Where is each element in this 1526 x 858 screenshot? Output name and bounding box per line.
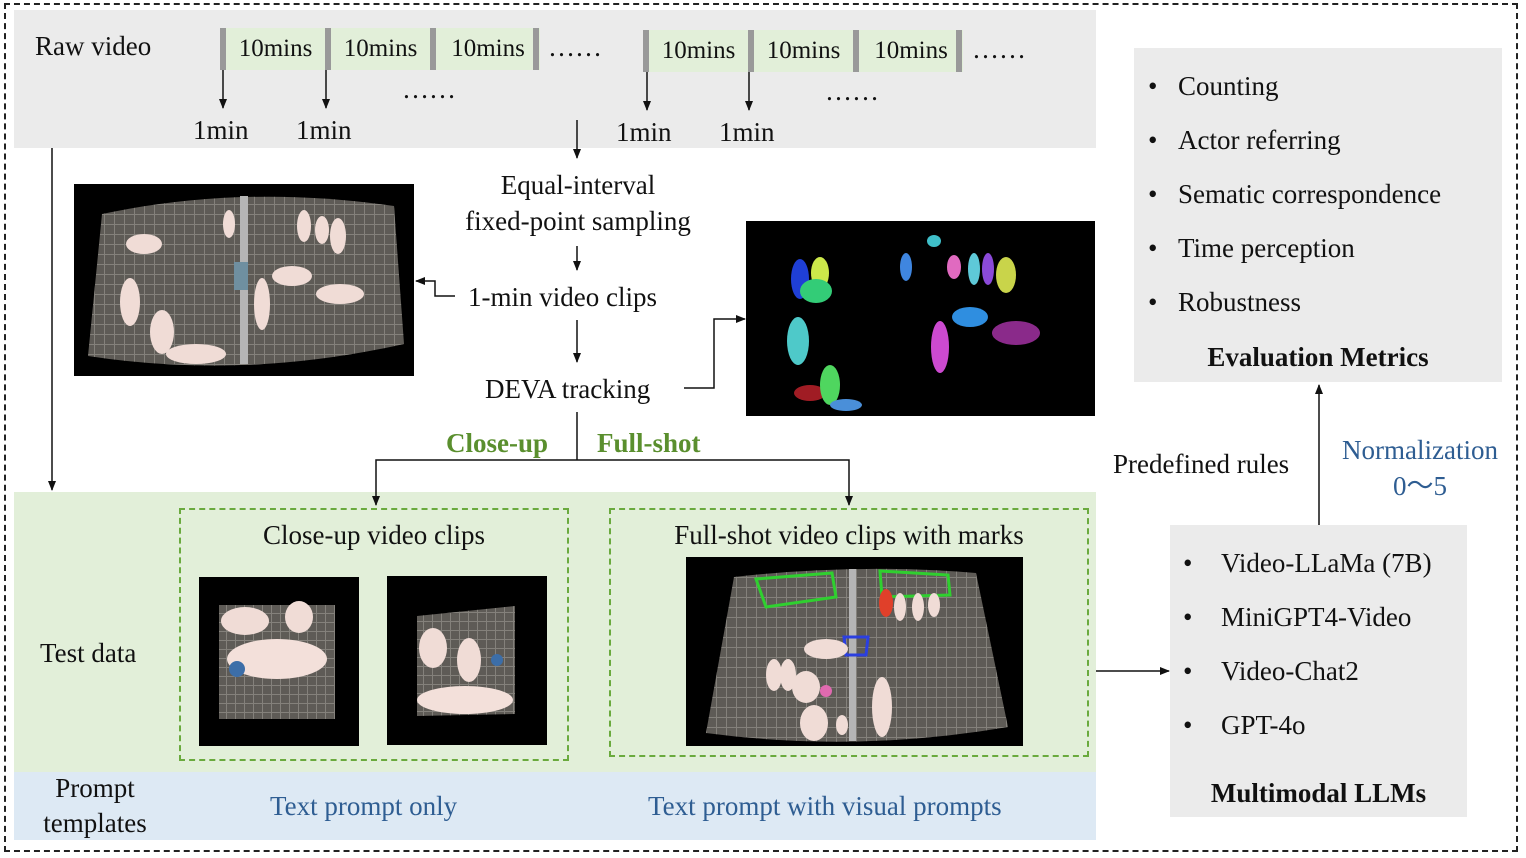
segment-1: 10mins [220,28,325,70]
segment-end-bar-2 [956,30,962,72]
llm-item-minigpt4-video: • MiniGPT4-Video [1183,602,1412,632]
predefined-rules-label: Predefined rules [1113,449,1290,479]
tracking-step: DEVA tracking [485,374,651,404]
metric-item-counting: • Counting [1148,71,1279,101]
normalization-label-line1: Normalization [1342,435,1498,465]
raw-video-label: Raw video [35,31,152,61]
prompt-templates-label-line1: Prompt [55,773,135,803]
sample-label-3: 1min [616,117,672,147]
metric-item-time-perception: • Time perception [1148,233,1355,263]
pig-pen-frame-image [74,184,414,376]
normalization-label-line2: 0～5 [1393,471,1447,501]
close-up-clip-image-1 [199,577,359,746]
outer-frame [4,3,1518,852]
llm-item-gpt-4o: • GPT-4o [1183,710,1306,740]
llm-item-video-llama: • Video-LLaMa (7B) [1183,548,1432,578]
segment-2: 10mins [325,28,430,70]
multimodal-llms-title: Multimodal LLMs [1210,778,1427,808]
text-prompt-with-visual: Text prompt with visual prompts [648,791,1002,821]
text-prompt-only: Text prompt only [270,791,458,821]
metric-item-actor-referring: • Actor referring [1148,125,1341,155]
sample-label-4: 1min [719,117,775,147]
segmentation-masks-image [746,221,1095,416]
close-up-clip-image-2 [387,576,547,745]
test-data-label: Test data [40,638,137,668]
metric-item-robustness: • Robustness [1148,287,1302,317]
full-shot-branch-label: Full-shot [597,428,701,458]
sample-label-2: 1min [296,115,352,145]
clips-step: 1-min video clips [468,282,657,312]
segment-end-bar [533,28,539,70]
prompt-templates-label-line2: templates [43,808,147,838]
full-shot-clips-box [609,508,1089,757]
multimodal-llms-panel [1170,525,1467,817]
full-shot-clip-image [686,557,1023,746]
close-up-clips-box [179,508,569,761]
sample-label-1: 1min [193,115,249,145]
segment-5: 10mins [748,30,853,72]
close-up-branch-label: Close-up [446,428,549,458]
full-shot-clips-title: Full-shot video clips with marks [674,520,1024,550]
metric-item-semantic-correspondence: • Sematic correspondence [1148,179,1442,209]
sample-ellipsis-2: …… [825,76,879,106]
segment-ellipsis-2: …… [972,34,1026,64]
close-up-clips-title: Close-up video clips [263,520,485,550]
segment-3: 10mins [430,28,540,70]
prompt-templates-panel [14,772,1096,840]
sampling-step-line1: Equal-interval [500,170,656,200]
llm-item-video-chat2: • Video-Chat2 [1183,656,1359,686]
evaluation-metrics-panel [1134,48,1502,382]
segment-4: 10mins [643,30,748,72]
segment-6: 10mins [853,30,963,72]
sample-ellipsis-1: …… [402,74,456,104]
evaluation-metrics-title: Evaluation Metrics [1207,342,1429,372]
sampling-step-line2: fixed-point sampling [465,206,691,236]
segment-ellipsis-1: …… [548,32,602,62]
